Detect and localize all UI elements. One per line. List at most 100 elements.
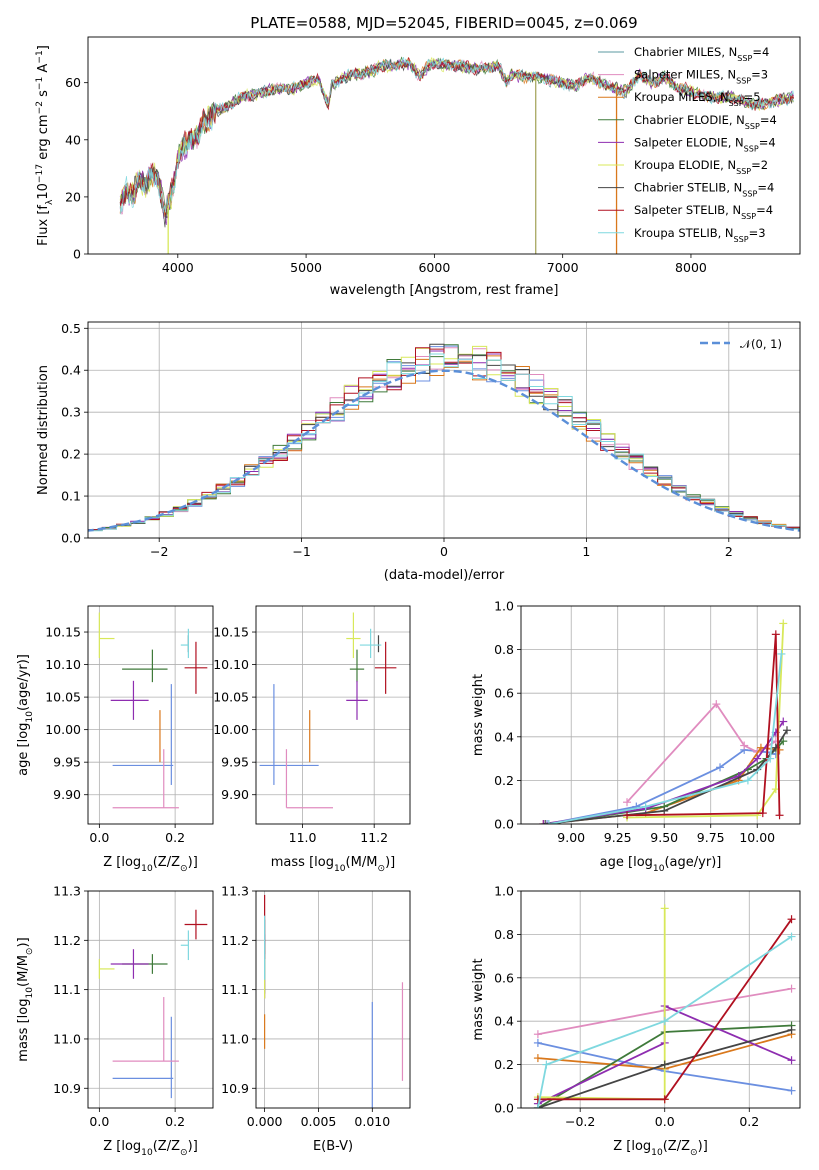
x-axis-label: E(B-V) <box>313 1139 353 1154</box>
weight-vs-age-panel: 9.00 9.25 9.50 9.75 10.00 0.0 0.2 0.4 0.6 0.8 1.0 a… <box>471 599 801 874</box>
x-tick-label: 7000 <box>547 260 579 275</box>
plot-area <box>88 343 800 534</box>
axes-frame <box>87 36 801 255</box>
y-tick-label: 11.0 <box>53 1031 81 1046</box>
y-tick-label: 0.4 <box>494 1014 514 1029</box>
histogram-step <box>88 353 800 533</box>
legend-label: Chabrier ELODIE, NSSP=4 <box>634 113 777 131</box>
y-tick-label: 9.95 <box>221 755 249 770</box>
x-tick-label: 0.0 <box>655 1114 675 1129</box>
x-tick-label: 9.25 <box>604 830 632 845</box>
x-tick-label: −2 <box>150 544 168 559</box>
normal-reference-curve <box>88 369 800 532</box>
legend-label: Salpeter STELIB, NSSP=4 <box>634 203 773 221</box>
legend-label: Kroupa MILES, NSSP=5 <box>634 90 761 108</box>
chart-title: PLATE=0588, MJD=52045, FIBERID=0045, z=0… <box>250 14 637 32</box>
x-tick-label: 9.50 <box>650 830 678 845</box>
x-tick-label: 2 <box>725 544 733 559</box>
plot-area <box>533 904 796 1108</box>
y-tick-label: 11.3 <box>221 884 249 899</box>
y-tick-label: 0.4 <box>61 363 81 378</box>
x-axis-label: age [log10(age/yr)] <box>600 855 722 874</box>
y-axis-label: age [log10(age/yr)] <box>16 654 35 776</box>
legend-label: Chabrier STELIB, NSSP=4 <box>634 181 774 199</box>
y-tick-label: 0.6 <box>494 686 514 701</box>
y-tick-label: 10.10 <box>45 657 81 672</box>
x-axis-label: Z [log10(Z/Z⊙)] <box>103 1139 198 1158</box>
x-tick-label: 0.2 <box>165 830 185 845</box>
y-tick-label: 10.9 <box>53 1081 81 1096</box>
mass-vs-z-panel: 0.0 0.2 10.9 11.0 11.1 11.2 11.3 Z [log10(Z/Z⊙)… <box>16 884 214 1158</box>
spectrum-line <box>119 56 794 215</box>
x-tick-label: 9.75 <box>697 830 725 845</box>
y-tick-label: 0.4 <box>494 729 514 744</box>
plot-area <box>98 909 208 1099</box>
y-tick-label: 11.1 <box>53 982 81 997</box>
x-tick-label: 11.2 <box>360 830 388 845</box>
plot-area <box>259 612 397 809</box>
y-axis-label: Flux [fλ10−17 erg cm−2 s−1 A−1] <box>35 45 55 246</box>
y-tick-label: 10.05 <box>45 690 81 705</box>
legend-label: 𝒩(0, 1) <box>740 337 782 351</box>
y-tick-label: 0.3 <box>61 405 81 420</box>
x-tick-label: 5000 <box>290 260 322 275</box>
legend-label: Kroupa ELODIE, NSSP=2 <box>634 158 768 176</box>
legend-label: Chabrier MILES, NSSP=4 <box>634 45 769 63</box>
histogram-step <box>88 343 800 533</box>
y-tick-label: 11.2 <box>221 933 249 948</box>
x-tick-label: 10.00 <box>739 830 775 845</box>
y-tick-label: 10.9 <box>221 1081 249 1096</box>
y-tick-label: 9.90 <box>53 787 81 802</box>
y-tick-label: 20 <box>65 189 81 204</box>
x-tick-label: 1 <box>582 544 590 559</box>
x-tick-label: 0.2 <box>165 1114 185 1129</box>
plot-area <box>264 894 404 1108</box>
weight-vs-z-panel: −0.2 0.0 0.2 0.0 0.2 0.4 0.6 0.8 1.0 Z [log10(Z/Z… <box>471 884 801 1158</box>
y-tick-label: 10.15 <box>45 625 81 640</box>
y-tick-label: 11.3 <box>53 884 81 899</box>
weight-line <box>537 935 792 1108</box>
y-tick-label: 0.2 <box>61 447 81 462</box>
y-tick-label: 11.1 <box>221 982 249 997</box>
weight-line <box>548 653 783 824</box>
y-tick-label: 0.1 <box>61 489 81 504</box>
plot-area <box>119 56 794 254</box>
y-tick-label: 0.8 <box>494 927 514 942</box>
spectrum-panel: 4000 5000 6000 7000 8000 0 20 40 60 PLATE=0588, M… <box>35 14 801 298</box>
axes-frame <box>255 605 411 825</box>
axes-frame <box>520 890 801 1109</box>
y-tick-label: 0 <box>73 247 81 262</box>
axes-frame <box>87 321 801 539</box>
weight-line <box>626 634 781 817</box>
x-tick-label: 11.0 <box>289 830 317 845</box>
y-tick-label: 10.10 <box>213 657 249 672</box>
age-vs-mass-panel: 11.0 11.2 9.90 9.95 10.00 10.05 10.10 10.15 mass… <box>213 605 411 874</box>
y-tick-label: 0.0 <box>494 817 514 832</box>
y-tick-label: 11.2 <box>53 933 81 948</box>
x-axis-label: (data-model)/error <box>384 568 505 583</box>
y-tick-label: 10.00 <box>45 722 81 737</box>
y-tick-label: 1.0 <box>494 599 514 614</box>
x-tick-label: 0.000 <box>247 1114 283 1129</box>
y-tick-label: 40 <box>65 132 81 147</box>
y-tick-label: 11.0 <box>221 1031 249 1046</box>
y-axis-label: mass weight <box>471 674 486 756</box>
axes-frame <box>255 890 411 1109</box>
x-tick-label: 0.2 <box>739 1114 759 1129</box>
y-tick-label: 0.2 <box>494 1057 514 1072</box>
y-tick-label: 9.90 <box>221 787 249 802</box>
x-tick-label: 9.00 <box>557 830 585 845</box>
x-tick-label: 0 <box>440 544 448 559</box>
x-tick-label: 0.0 <box>89 830 109 845</box>
x-axis-label: Z [log10(Z/Z⊙)] <box>103 855 198 874</box>
legend-label: Kroupa STELIB, NSSP=3 <box>634 226 766 244</box>
weight-line <box>626 702 777 803</box>
y-tick-label: 9.95 <box>53 755 81 770</box>
axes-frame <box>520 605 801 825</box>
legend-label: Salpeter ELODIE, NSSP=4 <box>634 135 776 153</box>
y-tick-label: 0.8 <box>494 642 514 657</box>
y-tick-label: 10.15 <box>213 625 249 640</box>
axes-frame <box>87 890 214 1109</box>
y-tick-label: 1.0 <box>494 884 514 899</box>
x-tick-label: 4000 <box>162 260 194 275</box>
